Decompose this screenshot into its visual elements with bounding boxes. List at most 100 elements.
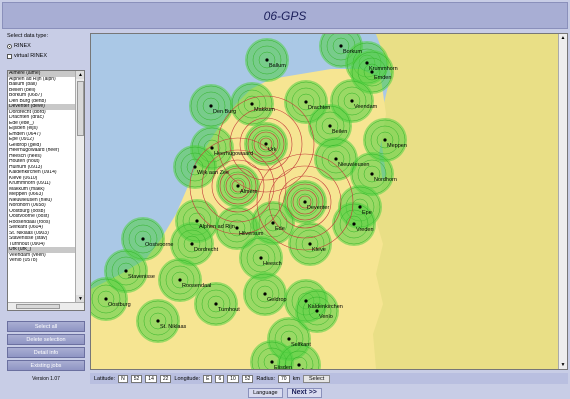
station-marker[interactable]: Wijk aan Zee: [193, 165, 229, 176]
station-item[interactable]: Epe (0912): [9, 137, 34, 142]
station-item[interactable]: Almere (alme): [8, 71, 76, 77]
lon-minutes-field[interactable]: 10: [227, 374, 239, 383]
station-marker[interactable]: Borkum: [339, 44, 362, 55]
station-item[interactable]: Selfkant (0604): [9, 225, 43, 230]
station-marker[interactable]: Ballum: [265, 58, 286, 69]
lon-seconds-field[interactable]: 52: [241, 374, 254, 383]
station-marker[interactable]: Roosendaal: [178, 278, 211, 289]
station-item[interactable]: Veendam (veen): [9, 252, 46, 258]
station-item[interactable]: Geldrop (geld): [9, 142, 41, 148]
station-marker[interactable]: Deventer: [303, 200, 329, 211]
station-item[interactable]: Kleve (0610): [9, 175, 38, 181]
station-marker[interactable]: Den Burg: [209, 104, 236, 115]
next-button[interactable]: Next >>: [286, 388, 322, 398]
station-marker[interactable]: Aachen: [297, 363, 320, 369]
station-item[interactable]: Oostburg (oosb): [9, 208, 46, 214]
lat-direction-select[interactable]: N: [118, 374, 128, 383]
radius-field[interactable]: 70: [278, 374, 290, 383]
station-item[interactable]: Krummhorn (0911): [9, 181, 51, 186]
select-button[interactable]: Select: [302, 374, 331, 383]
station-marker[interactable]: St. Niklaas: [156, 319, 187, 330]
station-item[interactable]: Nieuwleusen (nieu): [9, 197, 52, 203]
list-vertical-scrollbar[interactable]: ▲ ▼: [75, 71, 84, 303]
station-item[interactable]: Hulhum (0913): [9, 164, 43, 170]
station-item[interactable]: Stavenisse (stav): [9, 236, 48, 241]
station-listbox[interactable]: Almere (alme) Alphen ad Rijn (alph) Ballum…: [7, 70, 85, 311]
station-marker[interactable]: Oostburg: [104, 297, 131, 308]
station-marker[interactable]: Alphen ad Rijn: [195, 219, 235, 230]
virtual-rinex-checkbox[interactable]: [7, 53, 12, 59]
scroll-down-icon[interactable]: ▼: [76, 295, 84, 303]
station-marker[interactable]: Nieuwleusen: [334, 157, 370, 168]
lon-degrees-field[interactable]: 6: [215, 374, 225, 383]
station-marker[interactable]: Hilversum: [235, 226, 264, 237]
station-item[interactable]: Turnhout (0904): [9, 241, 45, 247]
station-item[interactable]: Houten (hout): [9, 159, 40, 164]
station-marker[interactable]: Beilen: [328, 124, 347, 135]
station-marker[interactable]: Kaldenkirchen: [304, 299, 343, 310]
station-marker[interactable]: Almere: [236, 184, 257, 195]
station-marker[interactable]: Kleve: [308, 242, 326, 253]
station-item[interactable]: Makkum (makk): [9, 186, 45, 192]
station-item[interactable]: Heesch (hees): [9, 153, 42, 159]
station-marker[interactable]: Makkum: [250, 102, 275, 113]
map-scroll-down-icon[interactable]: ▼: [560, 362, 566, 368]
station-marker[interactable]: Heerhugowaard: [210, 146, 253, 157]
station-marker[interactable]: Epe: [358, 205, 372, 216]
station-marker[interactable]: Oostvoorne: [141, 237, 173, 248]
station-item[interactable]: Deventer (deve): [8, 104, 76, 110]
language-button[interactable]: Language: [248, 388, 283, 398]
station-item[interactable]: Venlo (0578): [9, 258, 38, 263]
station-item[interactable]: Alphen ad Rijn (alph): [9, 76, 56, 82]
station-marker[interactable]: Drachten: [304, 100, 330, 111]
station-item[interactable]: Heerhugowaard (heer): [9, 148, 60, 153]
station-item[interactable]: Eijsden (eijs): [9, 126, 38, 131]
rinex-radio[interactable]: [7, 43, 12, 49]
station-item[interactable]: Beilen (beil): [9, 87, 36, 93]
station-item[interactable]: Ede (ede_): [9, 120, 34, 126]
select-all-button[interactable]: Select all: [7, 321, 85, 332]
detail-info-button[interactable]: Detail info: [7, 347, 85, 358]
list-scroll-thumb[interactable]: [77, 81, 84, 136]
station-item[interactable]: Urk (urk_): [8, 247, 76, 253]
map-vertical-scrollbar[interactable]: ▲ ▼: [558, 34, 567, 369]
station-marker[interactable]: Emden: [370, 70, 391, 81]
station-marker[interactable]: Nordhorn: [370, 172, 397, 183]
station-marker[interactable]: Urk: [264, 142, 277, 153]
existing-jobs-button[interactable]: Existing jobs: [7, 360, 85, 371]
lat-degrees-field[interactable]: 52: [130, 374, 143, 383]
station-item[interactable]: Emden (0647): [9, 131, 41, 137]
station-marker[interactable]: Ede: [271, 221, 285, 232]
list-hscroll-thumb[interactable]: [16, 304, 60, 309]
station-marker[interactable]: Eijsden: [270, 360, 292, 369]
lat-seconds-field[interactable]: 22: [159, 374, 172, 383]
station-item[interactable]: Kaldenkirchen (0914): [9, 170, 57, 175]
station-marker[interactable]: Heesch: [259, 256, 282, 267]
delete-selection-button[interactable]: Delete selection: [7, 334, 85, 345]
scroll-up-icon[interactable]: ▲: [76, 71, 84, 79]
station-marker[interactable]: Stavenisse: [124, 269, 155, 280]
station-marker[interactable]: Dordrecht: [190, 242, 219, 253]
station-item[interactable]: Roosendaal (roos): [9, 219, 51, 225]
map-canvas[interactable]: Borkum Krummhorn Emden Ballum Den Burg Makkum…: [91, 34, 559, 369]
station-marker[interactable]: Krummhorn: [365, 61, 398, 72]
station-item[interactable]: Nordhorn (0658): [9, 203, 46, 208]
list-horizontal-scrollbar[interactable]: [8, 302, 84, 310]
station-marker[interactable]: Meppen: [383, 138, 407, 149]
station-item[interactable]: Dordrecht (dord): [9, 109, 46, 115]
map-panel[interactable]: Borkum Krummhorn Emden Ballum Den Burg Makkum…: [90, 33, 568, 370]
map-scroll-up-icon[interactable]: ▲: [560, 35, 566, 41]
station-marker[interactable]: Turnhout: [214, 302, 240, 313]
station-marker[interactable]: Veendam: [350, 99, 378, 110]
station-marker[interactable]: Geldrop: [263, 292, 287, 303]
station-item[interactable]: Ballum (ball): [9, 82, 37, 87]
station-item[interactable]: Borkum (0687): [9, 93, 43, 98]
station-marker[interactable]: Selfkant: [287, 337, 311, 348]
lat-minutes-field[interactable]: 14: [145, 374, 157, 383]
station-item[interactable]: Den Burg (denb): [9, 98, 46, 104]
station-item[interactable]: Meppen (0663): [9, 192, 43, 197]
station-item[interactable]: Drachten (drac): [9, 115, 44, 120]
station-item[interactable]: St. Niklaas (0903): [9, 230, 49, 236]
virtual-rinex-option[interactable]: virtual RINEX: [7, 53, 87, 59]
station-marker[interactable]: Venlo: [315, 309, 333, 320]
